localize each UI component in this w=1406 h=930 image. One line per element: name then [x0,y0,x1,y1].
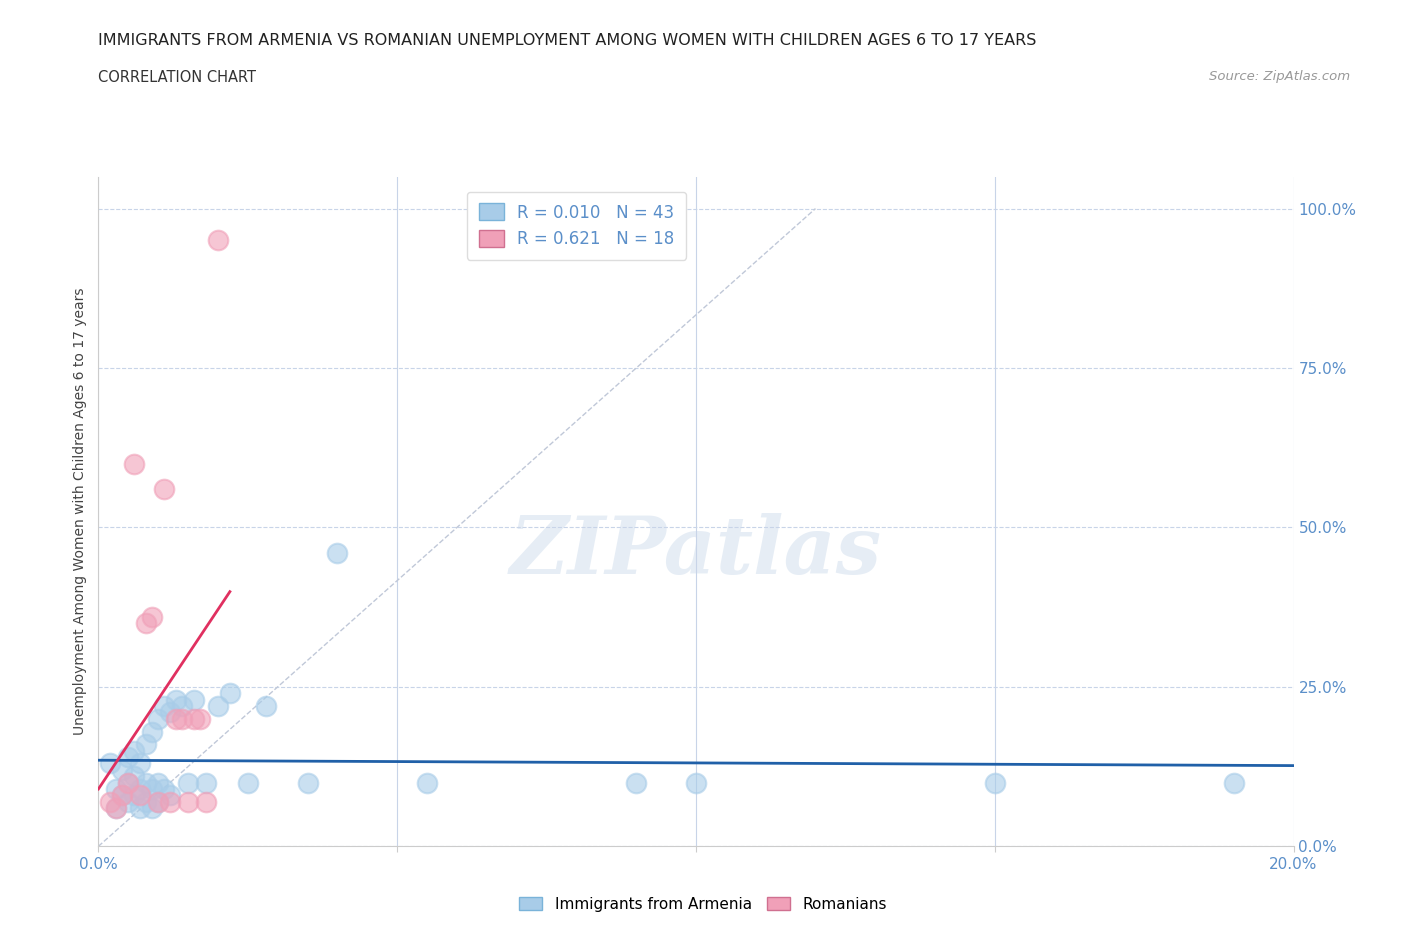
Point [148,775,170,790]
Point [159,794,181,809]
Point [111,763,134,777]
Point [141,724,163,739]
Point [194,775,218,790]
Point [117,775,139,790]
Point [105,801,128,816]
Point [135,794,157,809]
Point [135,737,157,751]
Point [165,711,187,726]
Point [129,781,152,796]
Point [117,794,139,809]
Point [124,769,146,784]
Point [1223,775,1246,790]
Point [111,788,134,803]
Point [111,788,134,803]
Point [236,775,259,790]
Point [124,457,146,472]
Point [148,711,170,726]
Point [141,801,163,816]
Point [177,775,200,790]
Point [129,801,152,816]
Point [141,781,163,796]
Point [124,788,146,803]
Point [685,775,707,790]
Point [165,692,187,707]
Point [153,698,176,713]
Point [105,781,128,796]
Point [129,788,152,803]
Point [153,482,176,497]
Point [135,775,157,790]
Text: Source: ZipAtlas.com: Source: ZipAtlas.com [1209,70,1350,83]
Point [141,609,163,624]
Point [129,756,152,771]
Point [117,750,139,764]
Legend: R = 0.010   N = 43, R = 0.621   N = 18: R = 0.010 N = 43, R = 0.621 N = 18 [467,192,686,259]
Point [983,775,1005,790]
Point [153,781,176,796]
Point [98,794,122,809]
Point [326,546,349,561]
Point [159,705,181,720]
Point [105,801,128,816]
Point [183,711,205,726]
Point [416,775,439,790]
Point [117,775,139,790]
Point [135,616,157,631]
Point [159,788,181,803]
Point [183,692,205,707]
Point [124,743,146,758]
Point [148,794,170,809]
Point [297,775,319,790]
Y-axis label: Unemployment Among Women with Children Ages 6 to 17 years: Unemployment Among Women with Children A… [73,287,87,736]
Point [172,698,194,713]
Point [98,756,122,771]
Text: IMMIGRANTS FROM ARMENIA VS ROMANIAN UNEMPLOYMENT AMONG WOMEN WITH CHILDREN AGES : IMMIGRANTS FROM ARMENIA VS ROMANIAN UNEM… [98,33,1036,47]
Point [177,794,200,809]
Point [148,794,170,809]
Point [172,711,194,726]
Point [219,685,242,700]
Point [207,698,229,713]
Point [207,233,229,248]
Text: ZIPatlas: ZIPatlas [510,513,882,591]
Point [624,775,647,790]
Point [194,794,218,809]
Text: CORRELATION CHART: CORRELATION CHART [98,70,256,85]
Legend: Immigrants from Armenia, Romanians: Immigrants from Armenia, Romanians [513,890,893,918]
Point [188,711,211,726]
Point [254,698,277,713]
